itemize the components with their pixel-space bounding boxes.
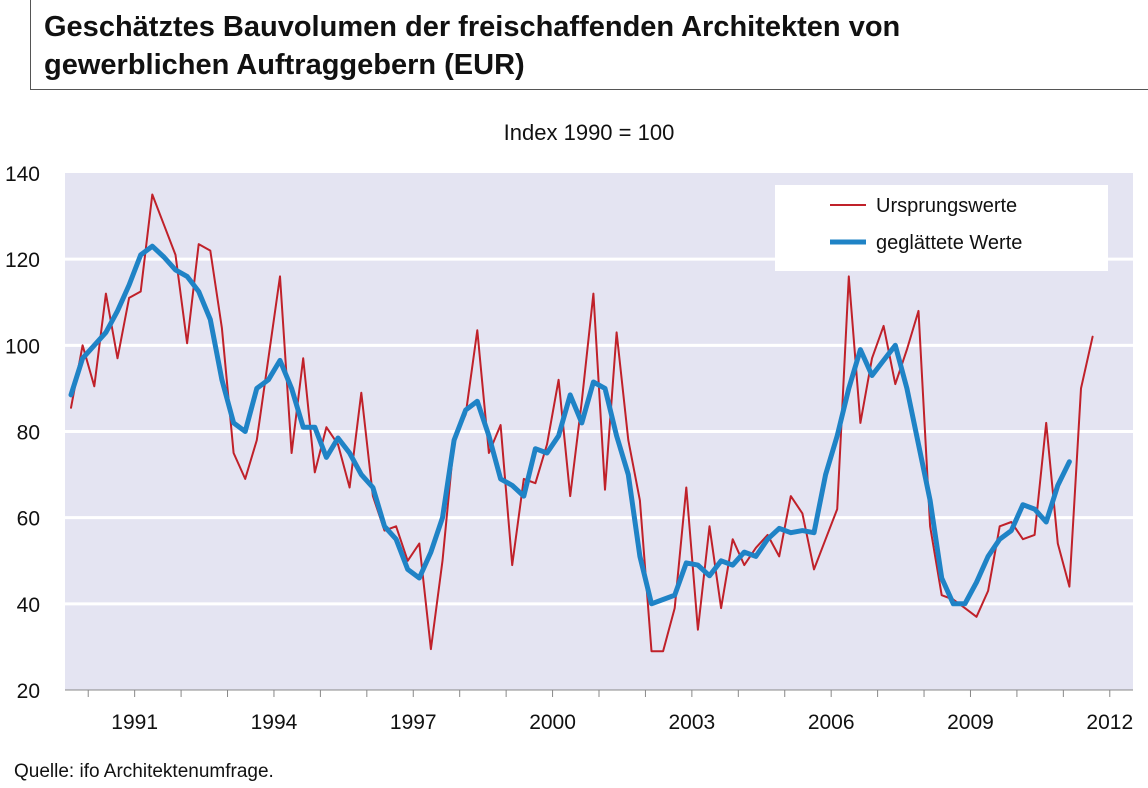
y-tick-label: 140 — [5, 163, 40, 186]
legend-label-smoothed: geglättete Werte — [876, 232, 1022, 254]
y-tick-label: 80 — [17, 422, 40, 445]
source-note: Quelle: ifo Architektenumfrage. — [14, 761, 274, 782]
series-line-smoothed — [68, 243, 1072, 607]
legend: Ursprungswerte geglättete Werte — [775, 185, 1108, 271]
y-tick-label: 100 — [5, 335, 40, 358]
y-tick-label: 120 — [5, 249, 40, 272]
y-tick-label: 60 — [17, 508, 40, 531]
series — [68, 193, 1094, 653]
chart-title-line-2: gewerblichen Auftraggebern (EUR) — [44, 49, 525, 81]
x-tick-label: 1991 — [111, 711, 158, 734]
x-tick-label: 2006 — [808, 711, 855, 734]
axes: 20 40 60 80 100 120 140 1991 1994 1997 2000 2003 200… — [5, 163, 1133, 734]
y-tick-label: 20 — [17, 680, 40, 703]
y-tick-label: 40 — [17, 594, 40, 617]
x-tick-label: 2012 — [1086, 711, 1133, 734]
title-frame — [30, 0, 1148, 90]
x-tick-label: 2003 — [669, 711, 716, 734]
x-tick-label: 1994 — [251, 711, 298, 734]
x-tick-label: 2000 — [529, 711, 576, 734]
legend-label-raw: Ursprungswerte — [876, 195, 1017, 217]
x-tick-label: 2009 — [947, 711, 994, 734]
x-tick-label: 1997 — [390, 711, 437, 734]
chart-title: Geschätztes Bauvolumen der freischaffend… — [44, 8, 1104, 84]
legend-box — [775, 185, 1108, 271]
chart-subtitle: Index 1990 = 100 — [504, 120, 675, 145]
series-line-raw — [70, 193, 1094, 653]
chart-title-line-1: Geschätztes Bauvolumen der freischaffend… — [44, 11, 901, 43]
